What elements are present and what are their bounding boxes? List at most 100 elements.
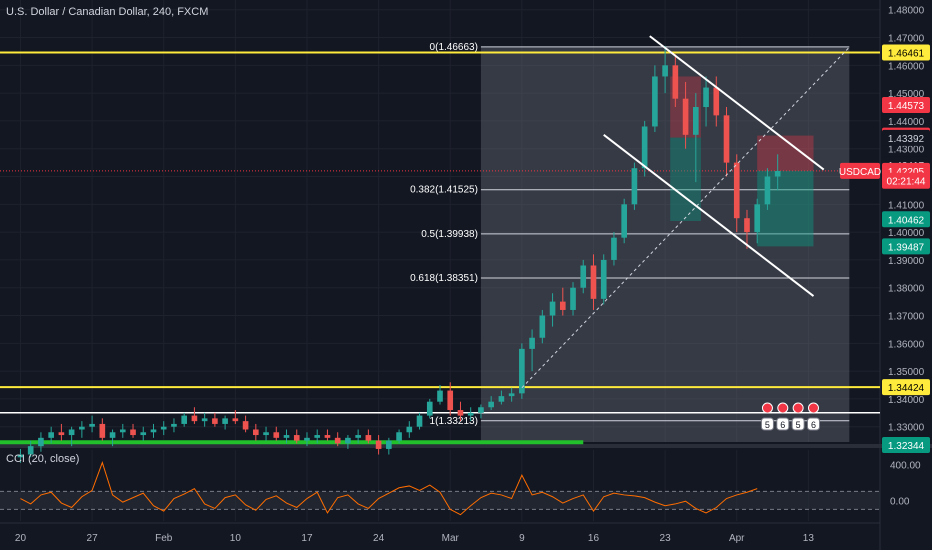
candle-body [140, 432, 147, 436]
y-tick-label: 1.48000 [888, 6, 925, 17]
candle-body [457, 410, 464, 416]
event-badge-label: 6 [780, 420, 785, 430]
candle-body [201, 418, 208, 422]
candle-body [324, 435, 331, 438]
fib-level-label: 0.382(1.41525) [410, 185, 478, 196]
economic-event-flag[interactable] [807, 402, 819, 414]
price-label-box [882, 436, 930, 453]
candle-body [539, 315, 546, 338]
fib-level-label: 1(1.33213) [430, 416, 478, 427]
candle-body [253, 429, 259, 436]
candle-body [314, 435, 321, 438]
y-tick-label: 1.44000 [888, 117, 925, 128]
price-label-box [882, 172, 930, 189]
candle-body [559, 301, 566, 310]
fib-range-box[interactable] [480, 46, 850, 442]
y-tick-label: 1.46000 [888, 61, 925, 72]
candle-body [498, 396, 505, 402]
candle-body [293, 435, 300, 441]
candle-body [437, 390, 443, 402]
candle-body [17, 454, 24, 458]
candle-body [416, 415, 423, 427]
channel-line[interactable] [603, 134, 815, 297]
price-label: 1.34424 [888, 383, 925, 394]
candle-body [764, 176, 771, 205]
x-tick-label: Apr [729, 533, 745, 544]
y-tick-label: 1.36000 [888, 339, 925, 350]
candle-body [283, 435, 290, 438]
candle-body [263, 432, 269, 436]
cci-title: CCI (20, close) [6, 453, 80, 465]
y-tick-label: 1.40000 [888, 228, 925, 239]
economic-event-flag[interactable] [777, 402, 789, 414]
green-zone[interactable] [670, 137, 701, 221]
x-tick-label: 9 [519, 533, 525, 544]
price-labels: 1.464611.445731.434731.433921.424171.422… [839, 44, 930, 453]
channel-line[interactable] [649, 35, 825, 171]
x-tick-label: 16 [588, 533, 600, 544]
candle-body [181, 415, 187, 424]
price-label: 02:21:44 [887, 177, 926, 188]
candle-body [109, 432, 116, 438]
candle-body [744, 218, 750, 233]
candle-body [130, 429, 136, 436]
symbol-tag-box [840, 162, 880, 179]
candle-body [222, 418, 228, 424]
candle-body [99, 423, 106, 438]
x-tick-label: 10 [230, 533, 242, 544]
price-label-box [882, 129, 930, 146]
price-label: 1.46461 [888, 49, 925, 60]
candle-body [426, 401, 433, 416]
cci-tick-label: 0.00 [890, 496, 910, 507]
fib-retracement[interactable]: 0(1.46663) 0.382(1.41525) 0.5(1.39938) 0.61… [410, 42, 850, 442]
event-badge[interactable] [760, 417, 774, 431]
candle-body [447, 390, 454, 411]
candle-body [519, 348, 525, 394]
candle-body [375, 440, 382, 449]
stop-loss-zone[interactable] [757, 135, 814, 171]
candle-body [242, 421, 249, 430]
price-label-box [882, 238, 930, 255]
event-badge[interactable] [791, 417, 805, 431]
candle-body [212, 418, 218, 424]
economic-event-flag[interactable] [792, 402, 804, 414]
candle-body [600, 259, 607, 299]
price-label-box [882, 211, 930, 228]
candles [17, 45, 781, 463]
candle-body [580, 265, 587, 288]
y-tick-label: 1.35000 [888, 367, 925, 378]
symbol-tag: USDCAD [839, 167, 881, 178]
event-badge[interactable] [806, 417, 820, 431]
candle-body [570, 287, 576, 310]
candle-body [733, 162, 740, 219]
y-tick-label: 1.41000 [888, 200, 925, 211]
cci-tick-label: 400.00 [890, 460, 921, 471]
price-label: 1.43392 [888, 134, 925, 145]
candle-body [467, 412, 474, 416]
y-tick-label: 1.45000 [888, 89, 925, 100]
cci-line [20, 461, 758, 516]
candle-body [68, 429, 75, 436]
economic-event-flag[interactable] [761, 402, 773, 414]
x-tick-label: Mar [442, 533, 460, 544]
candle-body [529, 337, 535, 349]
cci-band [0, 491, 880, 510]
candle-body [652, 76, 658, 127]
event-badge-label: 5 [765, 420, 770, 430]
candle-body [641, 126, 648, 169]
candle-body [774, 170, 781, 177]
candle-body [590, 265, 597, 299]
fib-level-label: 0.5(1.39938) [421, 229, 478, 240]
event-badge[interactable] [776, 417, 790, 431]
candle-body [723, 115, 730, 163]
candle-body [703, 87, 709, 108]
y-tick-label: 1.34000 [888, 395, 925, 406]
candle-body [365, 435, 372, 441]
candle-body [89, 423, 95, 427]
candle-body [396, 432, 402, 441]
trend-line[interactable] [521, 46, 850, 389]
candle-body [27, 446, 34, 455]
